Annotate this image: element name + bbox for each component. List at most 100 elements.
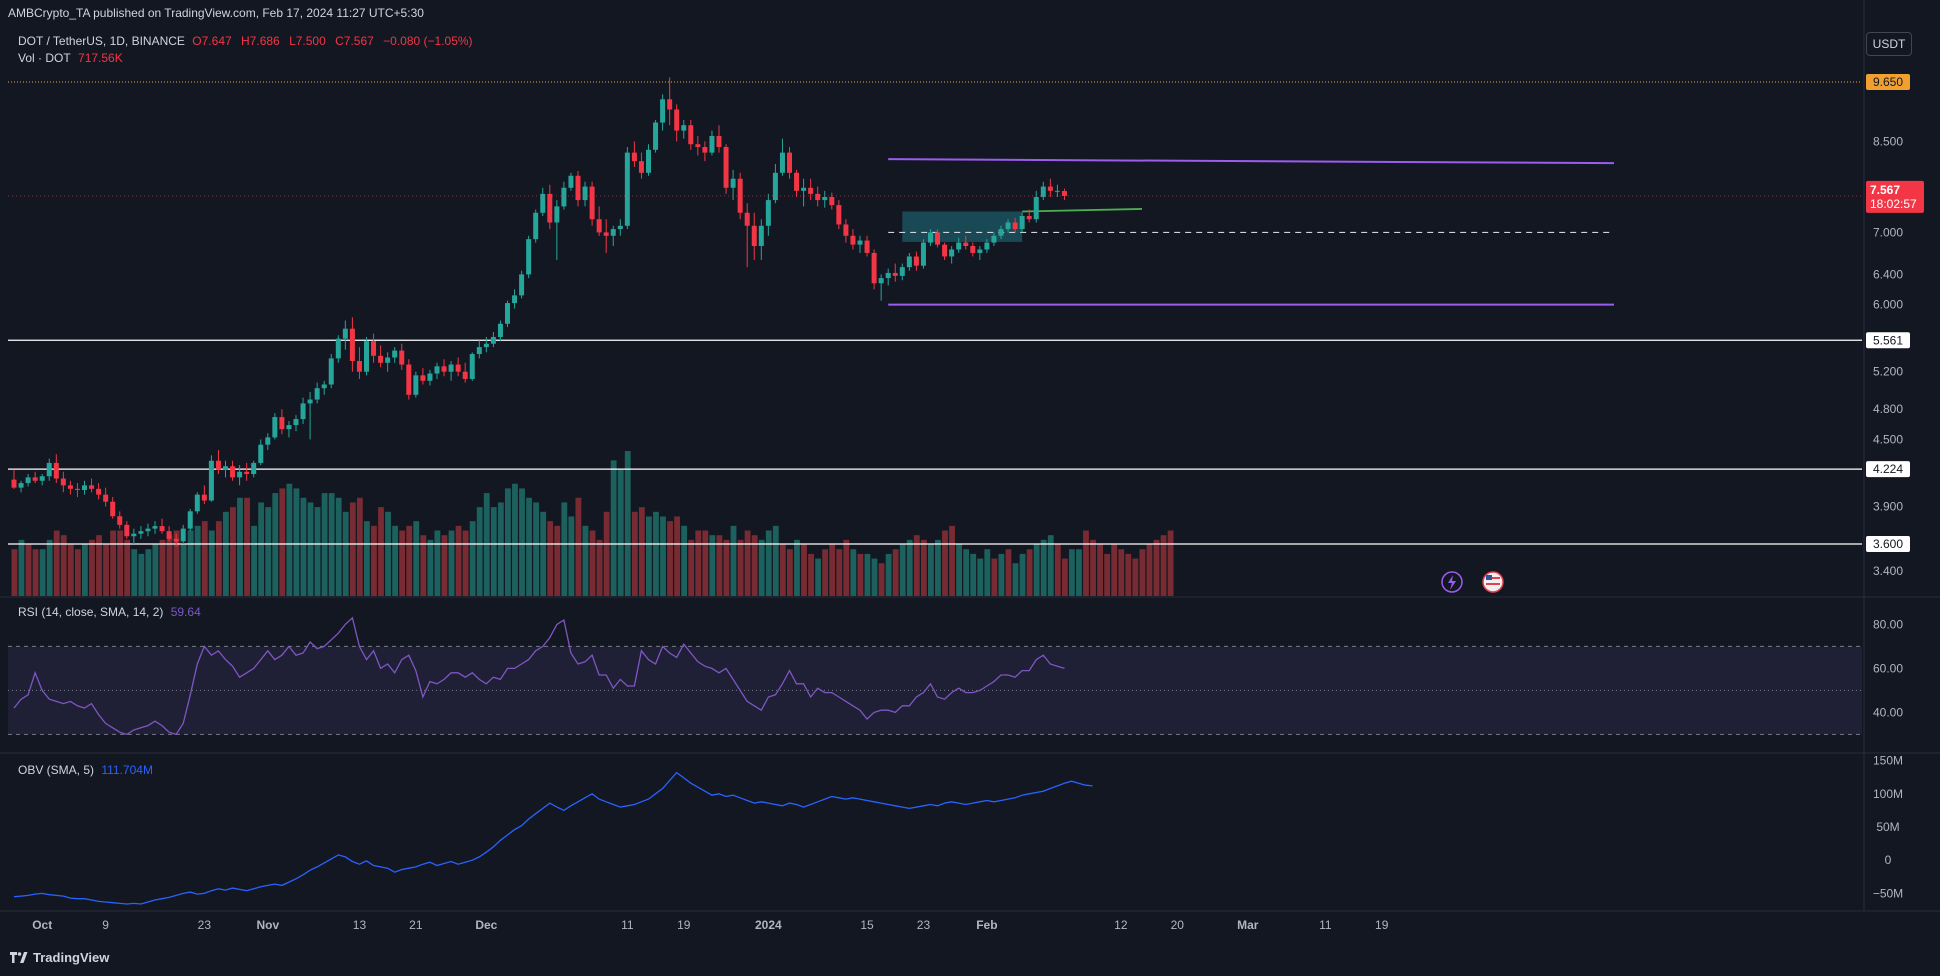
candle	[194, 492, 200, 514]
currency-button[interactable]: USDT	[1866, 32, 1912, 56]
price-level-badge-text: 4.224	[1873, 462, 1903, 476]
volume-bar	[1054, 544, 1061, 596]
volume-bar	[638, 507, 645, 596]
candle	[427, 369, 433, 386]
candle-body	[420, 375, 426, 381]
candle	[272, 413, 278, 440]
volume-bar	[1061, 558, 1068, 596]
candle-body	[610, 229, 616, 236]
candle-body	[497, 323, 503, 337]
candle	[970, 242, 976, 257]
candle	[96, 483, 102, 500]
candle	[223, 460, 228, 478]
close-value: C7.567	[335, 34, 374, 48]
volume-bar	[103, 544, 109, 596]
volume-bar	[575, 497, 582, 596]
candle-body	[378, 355, 384, 363]
candle	[596, 206, 602, 236]
volume-legend: Vol · DOT 717.56K	[18, 51, 129, 65]
candle-body	[455, 364, 461, 372]
rsi-line	[13, 616, 1065, 736]
candle-body	[547, 193, 553, 223]
range-high-line	[888, 158, 1615, 165]
candle-body	[399, 350, 405, 365]
candle-body	[899, 267, 905, 276]
volume-bar	[920, 539, 927, 596]
candle	[751, 212, 757, 260]
candle-body	[751, 225, 757, 247]
candle	[617, 219, 623, 236]
candle-body	[385, 357, 391, 363]
candle-body	[194, 494, 200, 512]
volume-bar	[180, 544, 187, 596]
candle-body	[32, 477, 38, 481]
candle	[505, 300, 510, 328]
volume-bar	[554, 525, 561, 596]
candle-body	[356, 361, 362, 372]
price-tick-label: 4.800	[1873, 402, 1903, 416]
candle-body	[589, 186, 595, 220]
candle	[342, 320, 348, 350]
candle	[540, 187, 546, 216]
volume-bar	[850, 549, 857, 596]
volume-bar	[864, 553, 871, 596]
candle	[399, 343, 405, 370]
volume-bar	[399, 530, 406, 596]
volume-bar	[963, 549, 970, 596]
candle	[385, 352, 391, 372]
volume-bar	[815, 558, 821, 596]
candle-body	[554, 206, 560, 223]
volume-bar	[1047, 535, 1054, 596]
time-tick-label: 13	[353, 918, 367, 932]
obv-tick-label: 0	[1885, 853, 1892, 867]
candle	[187, 508, 193, 532]
candle-body	[744, 212, 750, 226]
candle-body	[892, 272, 898, 276]
volume-bar	[441, 535, 448, 596]
candle	[74, 483, 80, 497]
candle-body	[617, 225, 623, 230]
candle	[497, 320, 503, 342]
candle-body	[681, 125, 687, 131]
candle	[124, 521, 130, 539]
candle-body	[251, 462, 257, 475]
candle-body	[265, 437, 271, 445]
volume-bar	[173, 530, 180, 596]
candle	[265, 433, 271, 450]
candle	[561, 181, 567, 210]
volume-bar	[1012, 563, 1019, 596]
candle-body	[688, 125, 694, 145]
candle-body	[998, 229, 1004, 236]
volume-bar	[392, 525, 398, 596]
candle	[857, 235, 863, 253]
price-tick-label: 6.400	[1873, 267, 1903, 281]
time-tick-label: Feb	[976, 918, 997, 932]
candle	[293, 415, 299, 432]
volume-bar	[89, 539, 95, 596]
volume-bar	[617, 469, 624, 596]
candle	[82, 480, 87, 495]
candle	[215, 449, 221, 475]
candle-body	[653, 122, 659, 150]
volume-bar	[540, 511, 547, 596]
candle-body	[1054, 190, 1060, 192]
candle	[244, 462, 250, 481]
time-tick-label: 20	[1171, 918, 1185, 932]
volume-bar	[1153, 539, 1160, 596]
candle	[356, 347, 362, 379]
candle	[801, 178, 807, 207]
candle	[772, 164, 778, 204]
candle-body	[335, 338, 341, 359]
candle-body	[1061, 191, 1067, 196]
volume-bar	[1111, 544, 1118, 596]
candle	[117, 511, 123, 529]
candle	[145, 523, 151, 537]
candle-body	[603, 232, 609, 236]
volume-bar	[448, 530, 455, 596]
candle-body	[1012, 222, 1018, 230]
obv-tick-label: 50M	[1876, 820, 1899, 834]
volume-bar	[956, 544, 962, 596]
candle	[547, 184, 553, 230]
candle-body	[646, 149, 651, 173]
